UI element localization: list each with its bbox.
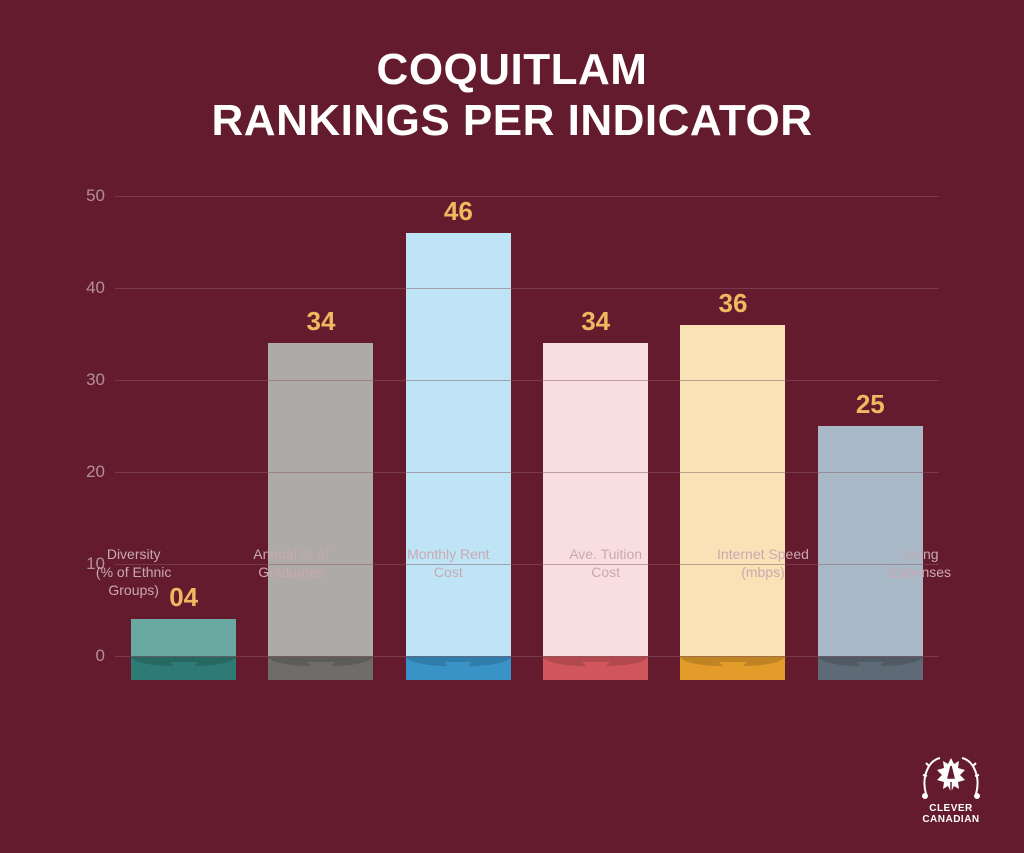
- x-axis-label: LivingExpenses: [842, 545, 999, 600]
- bar: [543, 343, 648, 656]
- x-axis-labels: Diversity(% of EthnicGroups)Annual % ofG…: [55, 545, 999, 600]
- bar: [268, 343, 373, 656]
- bar-base: [268, 656, 373, 680]
- x-axis-label: Monthly RentCost: [370, 545, 527, 600]
- bar-value-label: 25: [856, 389, 885, 420]
- bar-value-label: 34: [581, 306, 610, 337]
- title-line-2: RANKINGS PER INDICATOR: [60, 96, 964, 147]
- bar-base: [543, 656, 648, 680]
- chart-title: COQUITLAM RANKINGS PER INDICATOR: [60, 45, 964, 146]
- gridline: [115, 380, 939, 381]
- y-tick-label: 0: [70, 646, 105, 666]
- bar-value-label: 36: [719, 288, 748, 319]
- logo-text: CLEVER CANADIAN: [916, 804, 986, 825]
- x-axis-label: Annual % ofGraduates: [212, 545, 369, 600]
- y-tick-label: 40: [70, 278, 105, 298]
- bar: [818, 426, 923, 656]
- x-axis-label: Ave. TuitionCost: [527, 545, 684, 600]
- bar-base: [131, 656, 236, 680]
- title-line-1: COQUITLAM: [60, 45, 964, 96]
- gridline: [115, 656, 939, 657]
- gridline: [115, 288, 939, 289]
- bar-base: [818, 656, 923, 680]
- maple-leaf-icon: [916, 752, 986, 802]
- bar-value-label: 34: [307, 306, 336, 337]
- bar-value-label: 46: [444, 196, 473, 227]
- gridline: [115, 472, 939, 473]
- infographic-canvas: COQUITLAM RANKINGS PER INDICATOR 0434463…: [0, 0, 1024, 853]
- x-axis-label: Diversity(% of EthnicGroups): [55, 545, 212, 600]
- brand-logo: CLEVER CANADIAN: [916, 752, 986, 825]
- y-tick-label: 30: [70, 370, 105, 390]
- gridline: [115, 196, 939, 197]
- y-tick-label: 50: [70, 186, 105, 206]
- bar: [131, 619, 236, 656]
- bar-base: [406, 656, 511, 680]
- x-axis-label: Internet Speed(mbps): [684, 545, 841, 600]
- y-tick-label: 20: [70, 462, 105, 482]
- bar-base: [680, 656, 785, 680]
- bar: [680, 325, 785, 656]
